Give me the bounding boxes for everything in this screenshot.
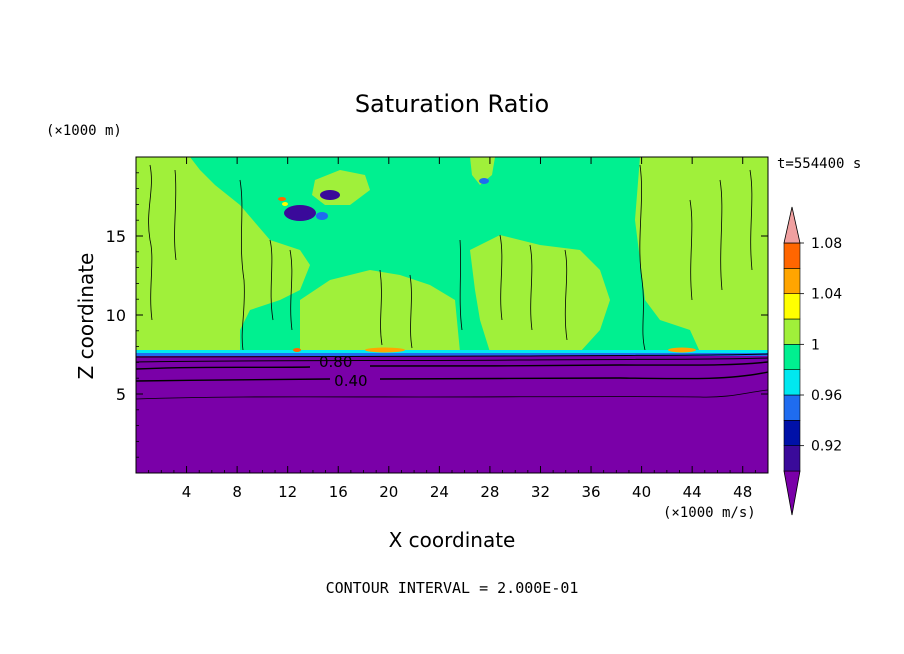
colorbar-band (783, 293, 801, 320)
contour-interval-note: CONTOUR INTERVAL = 2.000E-01 (326, 579, 579, 597)
contour-lines-lower (136, 353, 768, 400)
field-blob-3 (316, 212, 328, 220)
field-blob-2 (320, 190, 340, 200)
x-tick-label: 48 (733, 483, 752, 501)
x-tick-label: 32 (531, 483, 550, 501)
field-cyan-strip (136, 350, 768, 354)
field-lime-right (635, 157, 768, 352)
field-blob-5 (278, 197, 286, 201)
y-axis-label: Z coordinate (74, 253, 98, 380)
y-unit-label: (×1000 m) (46, 123, 122, 139)
field-top-patch (470, 157, 495, 185)
colorbar-tick-label: 0.92 (811, 439, 842, 455)
x-tick-label: 24 (430, 483, 449, 501)
field-blob-4 (479, 178, 489, 184)
colorbar: 0.92 0.96 1 1.04 1.08 (783, 206, 842, 516)
x-tick-label: 16 (329, 483, 348, 501)
field-deep-purple (136, 356, 768, 473)
x-tick-label: 8 (232, 483, 242, 501)
x-tick-label: 40 (632, 483, 651, 501)
colorbar-band (783, 369, 801, 396)
colorbar-band (783, 445, 801, 472)
y-tick-label: 5 (116, 385, 126, 404)
field-lime-streaks (470, 235, 610, 352)
colorbar-band (783, 318, 801, 345)
x-axis-label: X coordinate (389, 528, 516, 552)
field-blob-1 (284, 205, 316, 221)
y-tick-label: 10 (106, 306, 126, 325)
contour-label: 0.80 (319, 353, 352, 371)
field-orange-1 (365, 347, 405, 353)
colorbar-bottom-arrow (783, 470, 801, 516)
colorbar-band (783, 268, 801, 294)
field-blue-strip (136, 353, 768, 356)
contour-lines-upper (148, 164, 753, 351)
colorbar-tick-label: 1.04 (811, 287, 842, 303)
field-lime-center (300, 270, 460, 352)
field-orange-3 (293, 348, 301, 352)
field-blob-6 (282, 202, 288, 206)
colorbar-tick-label: 0.96 (811, 388, 842, 404)
x-tick-label: 12 (278, 483, 297, 501)
colorbar-band (783, 394, 801, 421)
colorbar-tick-label: 1 (811, 337, 820, 353)
colorbar-band (783, 242, 801, 269)
field-lime-left (136, 157, 310, 352)
x-tick-label: 36 (581, 483, 600, 501)
y-tick-label: 15 (106, 227, 126, 246)
x-tick-label: 20 (379, 483, 398, 501)
field-orange-2 (668, 347, 696, 353)
chart-title: Saturation Ratio (355, 90, 549, 118)
colorbar-band (783, 344, 801, 370)
x-tick-label: 4 (182, 483, 192, 501)
plot-area (136, 157, 768, 473)
time-label: t=554400 s (777, 156, 861, 172)
colorbar-top-arrow (783, 206, 801, 244)
x-unit-label: (×1000 m/s) (663, 505, 756, 521)
colorbar-tick-label: 1.08 (811, 236, 842, 252)
x-tick-label: 44 (683, 483, 702, 501)
contour-label: 0.40 (334, 372, 367, 390)
colorbar-band (783, 420, 801, 446)
x-tick-label: 28 (480, 483, 499, 501)
